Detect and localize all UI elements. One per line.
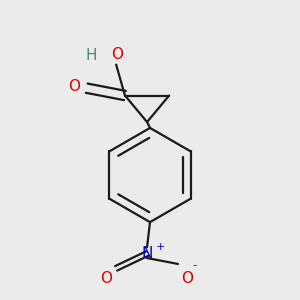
Text: H: H	[85, 48, 97, 63]
Text: O: O	[100, 271, 112, 286]
Text: O: O	[112, 47, 124, 62]
Text: N: N	[141, 246, 153, 261]
Text: O: O	[182, 271, 194, 286]
Text: +: +	[156, 242, 165, 252]
Text: O: O	[68, 79, 80, 94]
Text: -: -	[193, 259, 197, 272]
